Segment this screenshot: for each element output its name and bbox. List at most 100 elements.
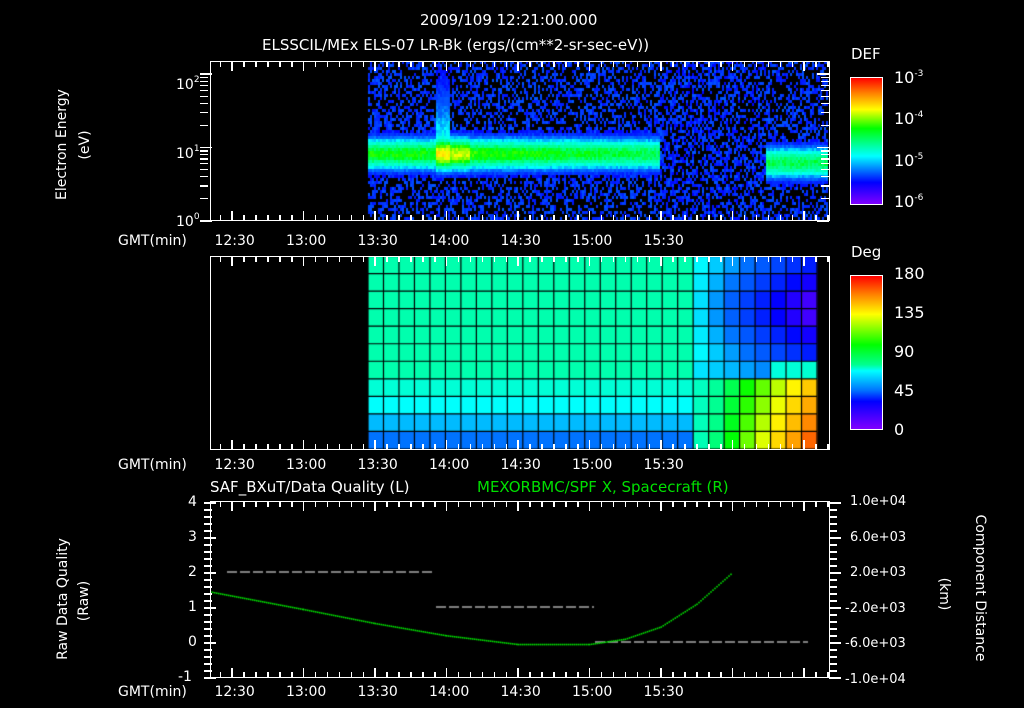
axis-tick [624,256,627,262]
axis-tick [493,256,496,262]
quality-tick-label: -1 [178,669,192,685]
axis-tick [243,672,245,678]
axis-tick [231,501,233,511]
axis-tick [505,444,508,450]
axis-tick [565,444,567,450]
axis-tick [815,215,817,221]
def-label-1e-6: 10-6 [894,192,924,211]
axis-tick [636,61,639,67]
deg-colorbar [850,275,883,430]
axis-tick [204,656,212,658]
axis-tick [708,672,710,678]
plot-title: ELSSCIL/MEx ELS-07 LR-Bk (ergs/(cm**2-sr… [262,36,650,54]
def-label-1e-5: 10-5 [894,151,924,170]
axis-tick [779,501,782,507]
axis-tick [829,593,837,595]
axis-tick [588,440,591,450]
axis-tick [541,501,543,507]
axis-tick [565,501,567,507]
axis-tick [200,89,208,92]
axis-tick [338,61,341,67]
axis-tick [469,672,472,678]
axis-tick [829,530,837,532]
deg-label-90: 90 [894,342,915,361]
axis-tick [457,215,460,221]
axis-tick [815,444,817,450]
axis-tick [696,215,698,221]
plot-timestamp: 2009/109 12:21:00.000 [420,11,598,29]
def-label-1e-3: 10-3 [894,68,924,87]
axis-tick [829,656,837,658]
axis-tick [827,215,829,221]
axis-tick [529,672,531,678]
axis-tick [829,621,837,623]
time-axis-label-2: GMT(min) [118,457,187,473]
axis-tick [204,544,212,546]
axis-tick [493,501,496,507]
axis-tick [791,444,794,450]
axis-tick [314,61,317,67]
axis-tick [779,444,782,450]
axis-tick [255,215,257,221]
axis-tick [231,256,233,266]
axis-tick [829,502,841,504]
pitch-angle-heatmap [210,256,829,449]
axis-tick [743,256,746,262]
axis-tick [720,672,722,678]
axis-tick [829,523,837,525]
right-series-title: MEXORBMC/SPF X, Spacecraft (R) [477,478,729,496]
axis-tick [326,501,329,507]
axis-tick [565,215,567,221]
axis-tick [755,672,758,678]
axis-tick [374,668,376,678]
axis-tick [791,501,794,507]
axis-tick [821,175,829,178]
axis-tick [204,677,216,679]
axis-tick [636,256,639,262]
axis-tick [672,215,674,221]
axis-tick [219,215,222,221]
axis-tick [243,256,245,262]
energy-ylabel: Electron Energy [54,89,70,200]
axis-tick [821,185,829,187]
axis-tick [255,256,257,262]
axis-tick [767,61,770,67]
axis-tick [815,672,817,678]
axis-tick [422,61,424,67]
axis-tick [720,256,722,262]
axis-tick [517,440,519,450]
axis-tick [821,84,829,87]
quality-plot-frame [210,501,830,678]
axis-tick [600,215,603,221]
axis-tick [338,444,341,450]
quality-tick-label: 2 [188,564,197,580]
axis-tick [362,61,365,67]
axis-tick [829,600,837,602]
axis-tick [279,256,281,262]
time-tick-label: 15:30 [643,684,684,700]
axis-tick [457,444,460,450]
axis-tick [398,61,400,67]
axis-tick [684,256,686,262]
axis-tick [600,256,603,262]
axis-tick [829,628,837,630]
axis-tick [829,516,837,518]
axis-tick [827,256,829,262]
axis-tick [410,61,412,67]
time-tick-label: 15:30 [643,233,684,249]
axis-tick [517,211,519,221]
axis-tick [267,444,269,450]
axis-tick [279,672,281,678]
axis-tick [767,501,770,507]
axis-tick [731,61,734,71]
axis-tick [588,211,591,221]
axis-tick [660,668,662,678]
axis-tick [434,256,436,262]
axis-tick [386,215,388,221]
axis-tick [791,215,794,221]
axis-tick [505,256,508,262]
axis-tick [267,501,269,507]
axis-tick [708,215,710,221]
energy-plot-frame [210,61,830,221]
axis-tick [755,215,758,221]
